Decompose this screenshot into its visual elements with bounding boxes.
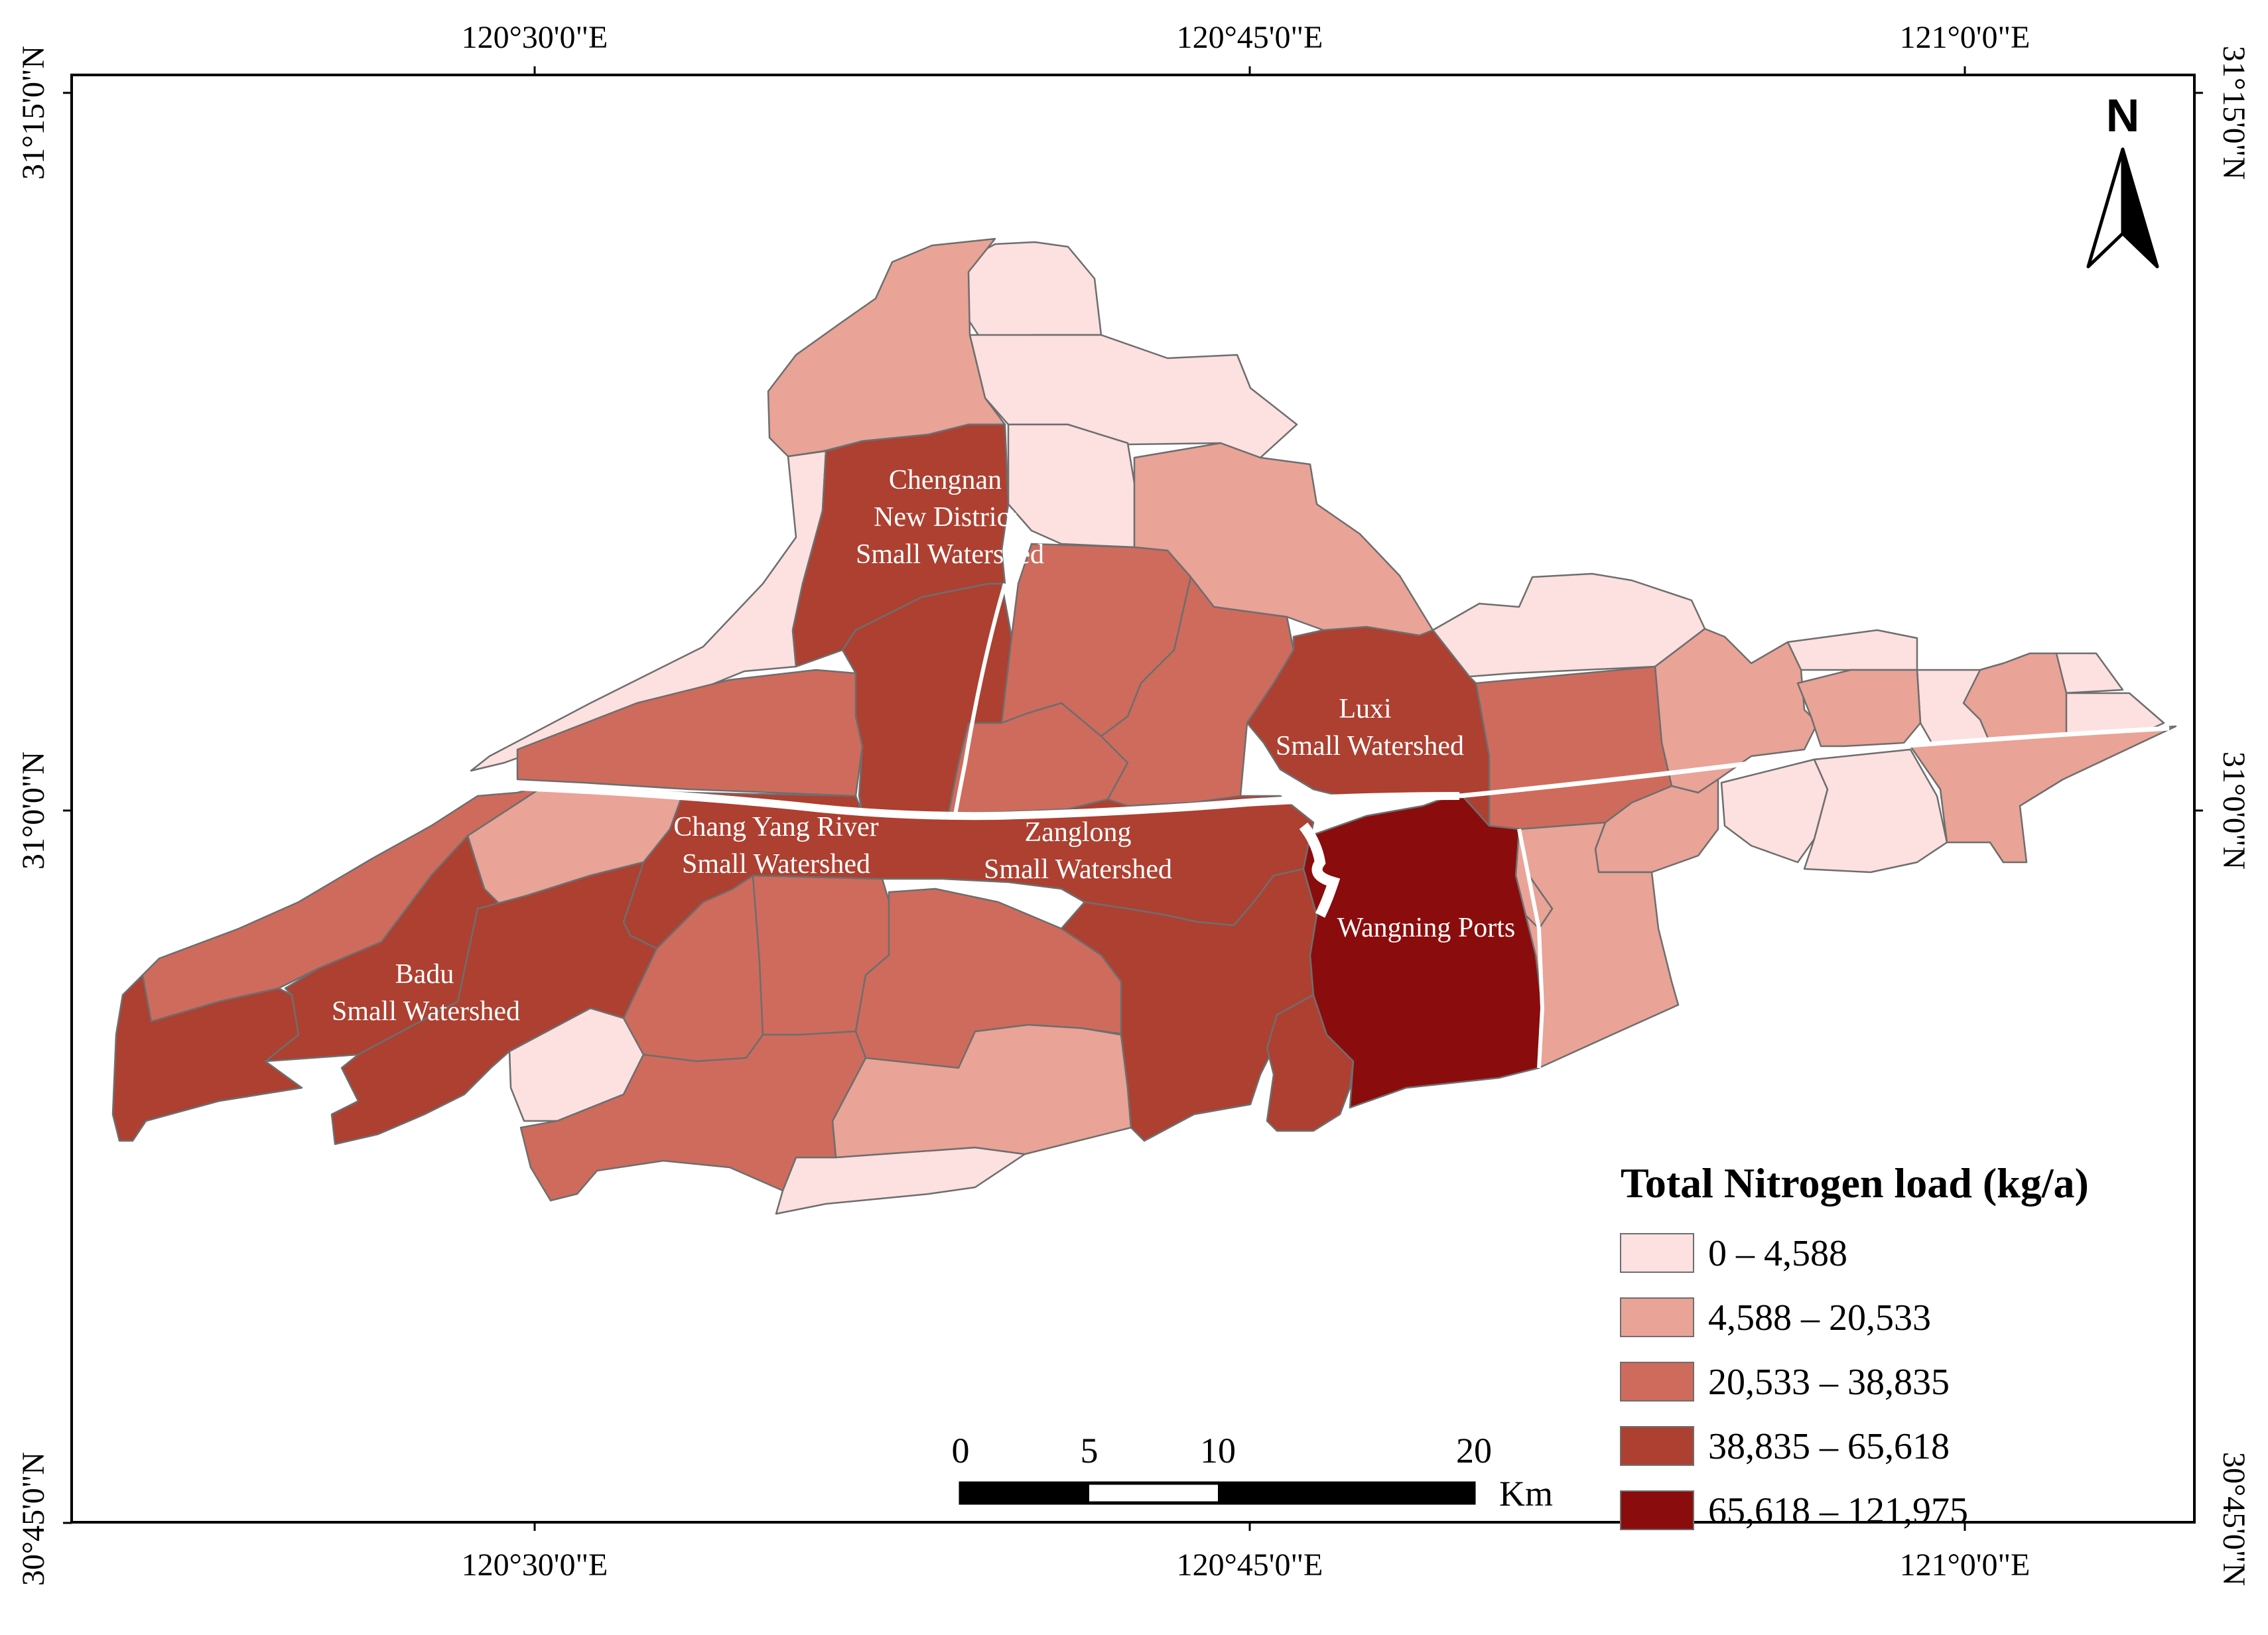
polygon-east-small-4: [2062, 692, 2165, 734]
watershed-polygons: [111, 237, 2177, 1215]
north-arrow-icon: N: [2086, 90, 2159, 269]
legend-item-3: 20,533 – 38,835: [1620, 1362, 1950, 1403]
label-badu-2: Small Watershed: [332, 996, 520, 1027]
legend-label-1: 0 – 4,588: [1708, 1233, 1847, 1274]
polygon-east-luxi-north: [1432, 572, 1706, 678]
scale-tick-0: 0: [952, 1431, 970, 1471]
label-badu-1: Badu: [395, 959, 454, 990]
scale-tick-20: 20: [1456, 1431, 1492, 1471]
polygon-far-west: [111, 974, 303, 1142]
right-lat-label-3: 30°45'0"N: [2216, 1452, 2251, 1586]
legend-item-4: 38,835 – 65,618: [1620, 1426, 1950, 1467]
graticule-ticks: [63, 66, 2203, 1531]
polygon-east-lower-2: [1803, 748, 1948, 874]
left-lat-label-3: 30°45'0"N: [16, 1452, 51, 1586]
scale-tick-5: 5: [1081, 1431, 1099, 1471]
label-zanglong-2: Small Watershed: [984, 854, 1172, 885]
bottom-lon-label-1: 120°30'0"E: [462, 1547, 608, 1583]
north-label: N: [2106, 90, 2140, 141]
top-lon-label-3: 121°0'0"E: [1900, 20, 2031, 55]
legend-label-3: 20,533 – 38,835: [1708, 1362, 1950, 1403]
label-chengnan-3: Small Watershed: [856, 539, 1044, 570]
polygon-south-west-3: [519, 1030, 867, 1202]
polygon-center-right-mid: [1100, 576, 1295, 807]
polygon-north-left-top: [767, 237, 1006, 458]
label-changyang-1: Chang Yang River: [673, 812, 878, 842]
legend-label-4: 38,835 – 65,618: [1708, 1426, 1950, 1467]
polygon-north-mid: [1007, 423, 1137, 549]
polygon-south-center-1: [854, 887, 1129, 1069]
label-chengnan-2: New District: [874, 502, 1017, 533]
rivers: [503, 583, 2170, 1069]
left-lat-label-2: 31°0'0"N: [16, 752, 51, 870]
right-lat-label-1: 31°15'0"N: [2216, 46, 2251, 180]
polygon-east-mid-2: [1796, 669, 1922, 748]
polygon-north-top-right: [962, 241, 1102, 340]
legend-title: Total Nitrogen load (kg/a): [1621, 1159, 2089, 1207]
legend-label-5: 65,618 – 121,975: [1708, 1490, 1968, 1532]
label-wangning: Wangning Ports: [1337, 913, 1515, 943]
left-lat-label-1: 31°15'0"N: [16, 46, 51, 180]
polygon-east-small-3: [2055, 652, 2124, 694]
legend-item-5: 65,618 – 121,975: [1620, 1490, 1968, 1532]
top-lon-label-1: 120°30'0"E: [462, 20, 608, 55]
scale-bar: 0 5 10 20 Km: [952, 1431, 1554, 1514]
top-lon-label-2: 120°45'0"E: [1177, 20, 1323, 55]
scale-tick-10: 10: [1200, 1431, 1236, 1471]
label-zanglong-1: Zanglong: [1025, 817, 1132, 848]
polygon-east-tip: [1909, 725, 2177, 864]
map-frame: [70, 74, 2196, 1524]
label-chengnan-1: Chengnan: [889, 465, 1002, 495]
scale-unit: Km: [1499, 1474, 1553, 1514]
polygon-east-small-1: [1786, 629, 1918, 671]
legend: Total Nitrogen load (kg/a) 0 – 4,588 4,5…: [1620, 1159, 2089, 1532]
bottom-lon-label-3: 121°0'0"E: [1900, 1547, 2031, 1583]
legend-item-1: 0 – 4,588: [1620, 1233, 1847, 1274]
watershed-labels: Chengnan New District Small Watershed Lu…: [332, 465, 1515, 1027]
label-changyang-2: Small Watershed: [682, 849, 870, 880]
right-lat-label-2: 31°0'0"N: [2216, 752, 2251, 870]
legend-item-2: 4,588 – 20,533: [1620, 1297, 1931, 1339]
polygon-chengnan-south: [841, 582, 1013, 814]
polygon-east-mid-3: [1962, 652, 2068, 744]
polygon-badu-south: [330, 861, 658, 1145]
label-luxi-1: Luxi: [1339, 694, 1391, 724]
bottom-lon-label-2: 120°45'0"E: [1177, 1547, 1323, 1583]
label-luxi-2: Small Watershed: [1276, 731, 1464, 761]
legend-label-2: 4,588 – 20,533: [1708, 1297, 1931, 1339]
